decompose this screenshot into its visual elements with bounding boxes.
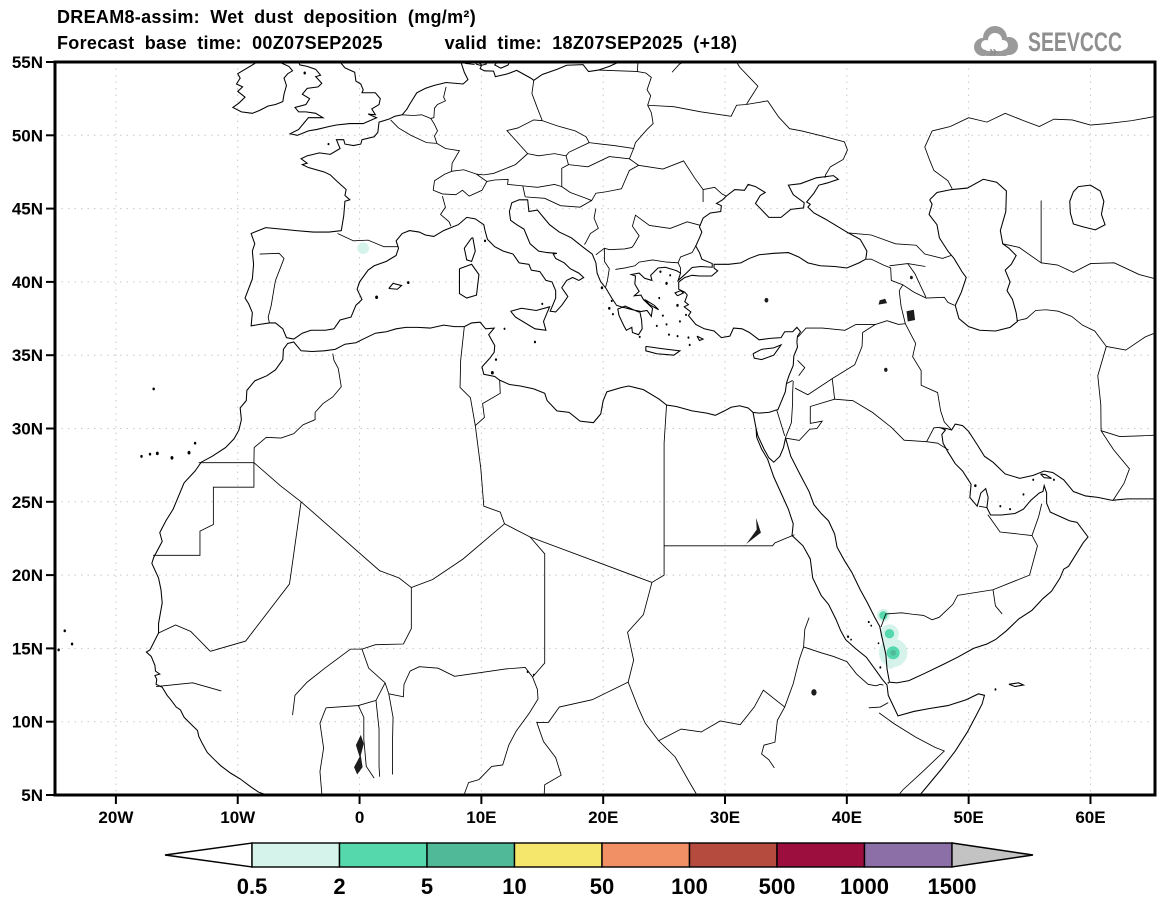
seevccc-logo: » SEEVCCC xyxy=(969,24,1159,60)
colorbar-tick-label: 0.5 xyxy=(237,874,268,899)
colorbar-segment xyxy=(601,842,691,868)
lon-tick-label: 40E xyxy=(832,808,862,827)
forecast-base-value: 00Z07SEP2025 xyxy=(252,33,383,53)
coastline-layer xyxy=(57,62,1155,795)
colorbar: 0.5 2 5 10 50 100 500 1000 1500 xyxy=(164,842,1034,899)
cloud-icon: » xyxy=(974,26,1019,60)
lon-tick-label: 60E xyxy=(1075,808,1105,827)
dust-patch xyxy=(890,649,896,656)
colorbar-tick-label: 5 xyxy=(421,874,433,899)
lat-tick-label: 15N xyxy=(12,639,43,658)
colorbar-tick-label: 500 xyxy=(759,874,796,899)
logo-text: SEEVCCC xyxy=(1028,26,1123,57)
lat-tick-label: 50N xyxy=(12,126,43,145)
colorbar-segment xyxy=(338,842,428,868)
lat-tick-label: 45N xyxy=(12,200,43,219)
colorbar-segment xyxy=(863,842,953,868)
lon-tick-label: 30E xyxy=(710,808,740,827)
lat-tick-label: 40N xyxy=(12,273,43,292)
lat-tick-label: 30N xyxy=(12,420,43,439)
lon-tick-label: 20E xyxy=(588,808,618,827)
lat-tick-label: 35N xyxy=(12,346,43,365)
lon-tick-label: 0 xyxy=(355,808,364,827)
lat-tick-label: 25N xyxy=(12,493,43,512)
colorbar-tick-label: 1500 xyxy=(928,874,977,899)
map-canvas xyxy=(55,62,1155,795)
valid-time-label: valid time: xyxy=(444,33,542,53)
dust-deposition-layer xyxy=(357,242,908,669)
colorbar-over-arrow xyxy=(951,842,1034,868)
dust-patch xyxy=(879,611,888,620)
grid-layer xyxy=(55,62,1155,795)
lat-tick-label: 55N xyxy=(12,53,43,72)
lat-tick-label: 5N xyxy=(21,786,43,805)
colorbar-segment xyxy=(776,842,866,868)
colorbar-tick-label: 50 xyxy=(590,874,614,899)
island-dots xyxy=(57,71,1055,691)
dust-patch xyxy=(357,242,370,255)
lat-tick-label: 20N xyxy=(12,566,43,585)
title-block: DREAM8-assim: Wet dust deposition (mg/m²… xyxy=(57,4,737,56)
colorbar-segment xyxy=(688,842,778,868)
forecast-base-label: Forecast base time: xyxy=(57,33,242,53)
page-title: DREAM8-assim: Wet dust deposition (mg/m²… xyxy=(57,7,476,27)
dust-patch xyxy=(887,661,895,669)
colorbar-tick-label: 1000 xyxy=(840,874,889,899)
colorbar-tick-label: 10 xyxy=(502,874,526,899)
map-area xyxy=(55,62,1155,795)
colorbar-under-arrow xyxy=(164,842,253,868)
valid-time-value: 18Z07SEP2025 (+18) xyxy=(552,33,738,53)
colorbar-segment xyxy=(513,842,603,868)
time-line: Forecast base time: 00Z07SEP2025 valid t… xyxy=(57,30,737,56)
colorbar-tick-label: 2 xyxy=(333,874,345,899)
dust-patch xyxy=(884,629,895,639)
lon-tick-label: 10E xyxy=(466,808,496,827)
lon-tick-label: 20W xyxy=(98,808,134,827)
svg-text:»: » xyxy=(989,43,997,60)
colorbar-tick-label: 100 xyxy=(671,874,708,899)
lat-tick-label: 10N xyxy=(12,713,43,732)
lon-tick-label: 10W xyxy=(220,808,256,827)
colorbar-segment xyxy=(251,842,341,868)
colorbar-segment xyxy=(426,842,516,868)
lon-tick-label: 50E xyxy=(954,808,984,827)
